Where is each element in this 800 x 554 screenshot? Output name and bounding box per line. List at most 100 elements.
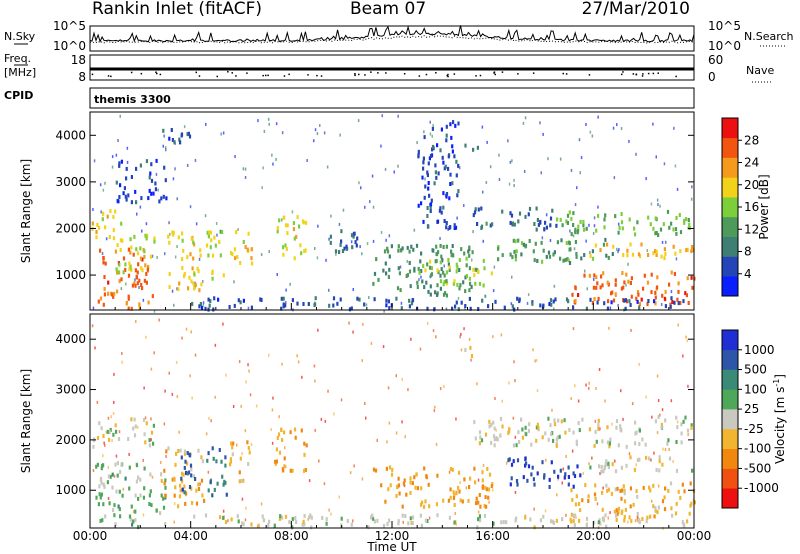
echo-cell	[108, 501, 111, 506]
echo-cell	[656, 510, 659, 515]
echo-cell	[567, 482, 570, 487]
echo-cell	[396, 484, 399, 489]
echo-cell	[222, 131, 225, 135]
echo-cell	[323, 131, 326, 135]
echo-cell	[224, 463, 227, 468]
echo-cell	[117, 504, 120, 509]
echo-cell	[513, 360, 515, 364]
echo-cell	[130, 417, 133, 422]
echo-cell	[570, 397, 572, 401]
echo-cell	[91, 221, 94, 226]
echo-cell	[97, 502, 100, 507]
echo-cell	[551, 208, 554, 213]
echo-cell	[445, 244, 448, 249]
echo-cell	[426, 519, 429, 523]
echo-cell	[556, 240, 559, 245]
echo-cell	[145, 222, 148, 226]
power-x-axis	[89, 303, 695, 310]
echo-cell	[198, 304, 201, 309]
echo-cell	[607, 299, 610, 304]
echo-cell	[176, 245, 178, 248]
echo-cell	[278, 516, 281, 521]
echo-cell	[555, 223, 558, 228]
echo-cell	[263, 129, 266, 133]
echo-cell	[133, 281, 136, 286]
echo-cell	[408, 269, 412, 274]
echo-cell	[520, 252, 523, 257]
echo-cell	[593, 520, 596, 525]
echo-cell	[684, 291, 687, 296]
echo-cell	[656, 285, 659, 290]
echo-cell	[636, 290, 640, 294]
echo-cell	[407, 521, 410, 526]
echo-cell	[620, 286, 623, 291]
nave-point	[267, 74, 269, 77]
echo-cell	[540, 240, 543, 245]
echo-cell	[473, 420, 476, 425]
echo-cell	[557, 474, 560, 479]
echo-cell	[659, 413, 661, 417]
echo-cell	[424, 499, 427, 504]
echo-cell	[656, 431, 659, 435]
echo-cell	[606, 242, 609, 247]
nave-point	[354, 73, 356, 75]
echo-cell	[476, 145, 479, 150]
echo-cell	[617, 230, 620, 235]
echo-cell	[636, 299, 639, 304]
echo-cell	[430, 273, 433, 278]
echo-cell	[623, 491, 626, 496]
echo-cell	[536, 218, 539, 222]
echo-cell	[380, 231, 383, 234]
echo-cell	[670, 506, 673, 511]
echo-cell	[213, 487, 216, 492]
echo-cell	[445, 194, 448, 199]
nave-point	[235, 75, 237, 77]
echo-cell	[317, 224, 319, 228]
echo-cell	[588, 273, 591, 278]
echo-cell	[465, 256, 468, 261]
echo-cell	[645, 177, 647, 181]
echo-cell	[585, 523, 588, 527]
echo-cell	[386, 246, 389, 251]
echo-cell	[185, 327, 188, 331]
echo-cell	[153, 309, 156, 313]
colorbar-swatch	[722, 157, 738, 178]
echo-cell	[95, 464, 98, 469]
echo-cell	[530, 472, 533, 477]
echo-cell	[181, 487, 184, 492]
echo-cell	[548, 302, 551, 306]
echo-cell	[509, 220, 512, 225]
echo-cell	[207, 470, 210, 474]
echo-cell	[567, 465, 570, 470]
echo-cell	[445, 281, 449, 286]
nave-point	[647, 72, 650, 75]
echo-cell	[578, 138, 581, 142]
echo-cell	[491, 222, 494, 227]
echo-cell	[549, 519, 553, 524]
echo-cell	[553, 250, 556, 255]
echo-cell	[183, 272, 186, 276]
echo-cell	[524, 515, 527, 520]
echo-cell	[100, 466, 103, 471]
echo-cell	[588, 462, 590, 466]
echo-cell	[101, 252, 104, 255]
echo-cell	[586, 287, 588, 291]
echo-cell	[588, 223, 590, 227]
echo-cell	[624, 298, 627, 303]
velocity-heatmap	[91, 318, 696, 530]
echo-cell	[179, 140, 182, 145]
echo-cell	[409, 516, 412, 521]
echo-cell	[429, 132, 432, 136]
echo-cell	[296, 215, 299, 220]
echo-cell	[682, 354, 684, 358]
echo-cell	[477, 269, 480, 274]
echo-cell	[612, 126, 615, 130]
echo-cell	[112, 215, 115, 219]
echo-cell	[472, 230, 474, 234]
nave-point	[632, 73, 635, 75]
echo-cell	[533, 482, 536, 487]
echo-cell	[201, 493, 204, 498]
echo-cell	[493, 437, 496, 442]
echo-cell	[556, 217, 559, 222]
echo-cell	[665, 240, 667, 244]
